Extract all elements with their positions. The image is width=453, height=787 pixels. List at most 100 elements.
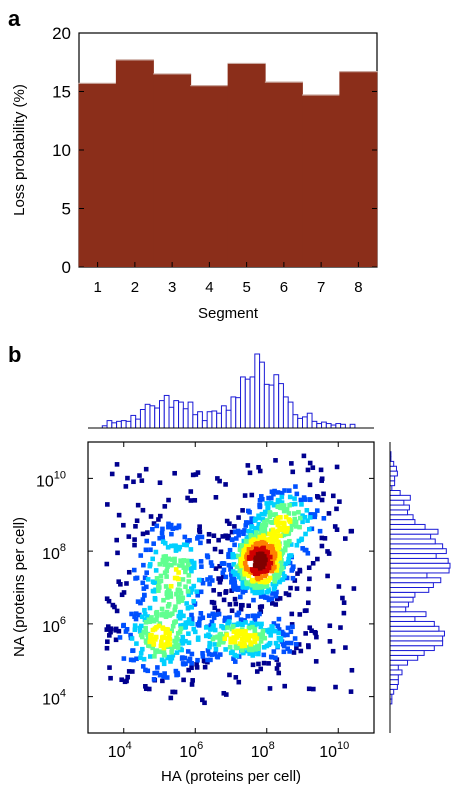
- scatter-point: [218, 631, 224, 637]
- scatter-point: [248, 640, 253, 645]
- scatter-point: [143, 667, 148, 673]
- scatter-point: [143, 619, 149, 625]
- scatter-point: [274, 557, 279, 562]
- scatter-point: [232, 524, 237, 529]
- scatter-point: [264, 553, 270, 559]
- scatter-point: [270, 624, 275, 630]
- scatter-point: [292, 516, 298, 522]
- scatter-point: [194, 589, 200, 594]
- scatter-point: [306, 586, 311, 592]
- scatter-point: [229, 580, 234, 585]
- scatter-point: [147, 619, 152, 625]
- scatter-point: [349, 667, 355, 673]
- scatter-point: [157, 535, 162, 541]
- scatter-point: [204, 553, 210, 558]
- scatter-point: [280, 548, 286, 554]
- right-histogram-bin: [389, 519, 416, 525]
- scatter-point: [274, 596, 280, 602]
- scatter-point: [178, 626, 184, 631]
- scatter-point: [267, 686, 273, 691]
- scatter-point: [252, 582, 258, 587]
- scatter-point: [271, 573, 277, 579]
- scatter-point: [143, 684, 148, 689]
- scatter-point: [232, 652, 237, 658]
- scatter-point: [305, 467, 311, 473]
- scatter-point: [115, 550, 120, 556]
- x-tick-label-b: 1010: [319, 740, 349, 761]
- scatter-point: [159, 657, 165, 663]
- scatter-point: [113, 637, 119, 643]
- right-histogram-bin: [389, 562, 451, 569]
- scatter-point: [280, 641, 286, 647]
- scatter-point: [319, 543, 325, 549]
- top-histogram-bin: [316, 423, 323, 429]
- scatter-point: [351, 586, 357, 591]
- scatter-point: [131, 657, 136, 663]
- top-histogram-bin: [302, 416, 308, 429]
- scatter-point: [237, 553, 243, 559]
- scatter-point: [105, 624, 111, 629]
- scatter-point: [307, 625, 313, 631]
- scatter-point: [221, 625, 227, 631]
- scatter-point: [107, 665, 112, 670]
- scatter-point: [307, 515, 313, 520]
- scatter-point: [188, 604, 194, 610]
- scatter-point: [343, 645, 348, 650]
- scatter-point: [278, 561, 283, 567]
- scatter-point: [226, 535, 231, 541]
- scatter-point: [161, 652, 167, 657]
- scatter-point: [163, 642, 168, 648]
- scatter-point: [124, 581, 129, 586]
- scatter-point: [124, 678, 129, 684]
- scatter-point: [289, 568, 295, 573]
- scatter-point: [192, 498, 198, 503]
- scatter-point: [233, 643, 239, 649]
- scatter-point: [191, 565, 197, 570]
- scatter-point: [200, 697, 205, 703]
- scatter-point: [215, 476, 220, 481]
- right-histogram-bin: [389, 630, 445, 637]
- scatter-point: [234, 622, 240, 628]
- scatter-point: [289, 622, 295, 627]
- scatter-point: [143, 547, 149, 553]
- scatter-point: [176, 594, 181, 600]
- scatter-point: [241, 579, 247, 584]
- scatter-point: [300, 513, 305, 518]
- scatter-point: [207, 634, 213, 640]
- scatter-point: [238, 606, 244, 612]
- scatter-point: [273, 593, 279, 599]
- scatter-point: [246, 603, 252, 609]
- scatter-point: [176, 546, 182, 552]
- scatter-point: [162, 671, 167, 676]
- scatter-point: [169, 649, 174, 655]
- scatter-point: [342, 536, 348, 541]
- scatter-point: [277, 596, 283, 601]
- scatter-point: [278, 533, 283, 539]
- scatter-point: [169, 628, 174, 634]
- scatter-point: [271, 491, 276, 497]
- scatter-point: [291, 511, 297, 516]
- scatter-point: [236, 515, 241, 520]
- scatter-point: [260, 526, 265, 531]
- scatter-point: [207, 644, 212, 650]
- scatter-point: [276, 635, 282, 641]
- scatter-point: [185, 495, 190, 501]
- scatter-point: [264, 561, 270, 567]
- right-histogram-bin: [389, 548, 447, 555]
- scatter-point: [165, 587, 171, 593]
- scatter-point: [156, 623, 162, 629]
- scatter-point: [208, 623, 214, 628]
- scatter-point: [247, 651, 252, 656]
- scatter-point: [279, 494, 285, 500]
- top-histogram-bin: [106, 420, 113, 429]
- top-histogram-bin: [244, 378, 251, 429]
- scatter-point: [153, 568, 159, 573]
- scatter-point: [325, 573, 330, 579]
- scatter-point: [223, 574, 229, 580]
- scatter-point: [194, 665, 200, 670]
- scatter-point: [284, 640, 290, 646]
- scatter-point: [276, 616, 282, 622]
- scatter-point: [267, 510, 273, 516]
- scatter-point: [341, 610, 347, 616]
- scatter-point: [211, 533, 217, 539]
